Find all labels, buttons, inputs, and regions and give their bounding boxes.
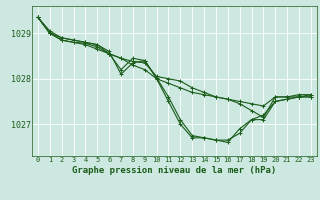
X-axis label: Graphe pression niveau de la mer (hPa): Graphe pression niveau de la mer (hPa) bbox=[72, 166, 276, 175]
